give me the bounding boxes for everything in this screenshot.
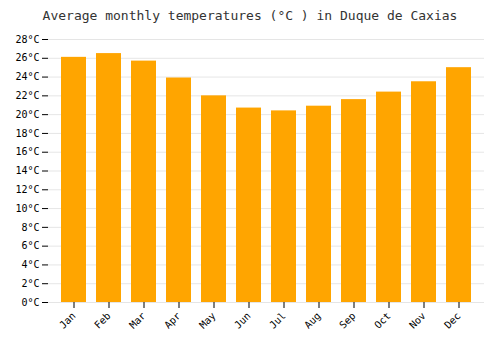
svg-text:Nov: Nov [407,310,428,331]
svg-text:8°C: 8°C [21,222,39,233]
svg-text:Mar: Mar [127,310,148,331]
svg-text:Dec: Dec [442,310,463,331]
html-text:Average monthly temperatures (: Average monthly temperatures (°C ) in Du… [42,8,458,23]
svg-text:14°C: 14°C [15,165,39,176]
svg-text:Jul: Jul [267,310,288,331]
svg-text:2°C: 2°C [21,278,39,289]
svg-text:22°C: 22°C [15,90,39,101]
svg-text:26°C: 26°C [15,52,39,63]
svg-text:Jun: Jun [232,310,253,331]
svg-text:Aug: Aug [302,310,323,331]
svg-text:Sep: Sep [337,310,358,331]
svg-text:Feb: Feb [92,310,113,331]
svg-text:16°C: 16°C [15,146,39,157]
svg-text:20°C: 20°C [15,109,39,120]
svg-text:Jan: Jan [57,310,78,331]
svg-text:Oct: Oct [372,310,393,331]
svg-text:12°C: 12°C [15,184,39,195]
svg-text:6°C: 6°C [21,240,39,251]
svg-text:0°C: 0°C [21,297,39,308]
svg-text:24°C: 24°C [15,71,39,82]
svg-text:May: May [197,310,218,331]
svg-text:10°C: 10°C [15,203,39,214]
svg-text:18°C: 18°C [15,128,39,139]
svg-text:Apr: Apr [162,310,183,331]
svg-text:28°C: 28°C [15,34,39,45]
svg-text:4°C: 4°C [21,259,39,270]
